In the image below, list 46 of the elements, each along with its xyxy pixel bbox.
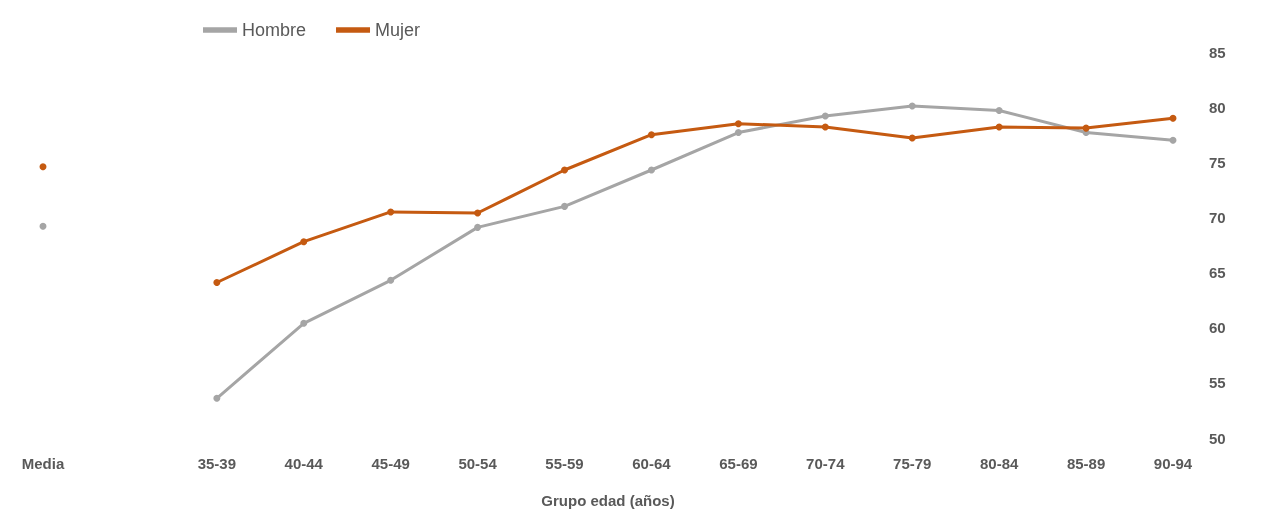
- x-tick-label: 65-69: [719, 455, 758, 472]
- y-tick-label: 85: [1209, 43, 1226, 61]
- x-tick-label: 80-84: [979, 455, 1019, 472]
- x-tick-label: 85-89: [1066, 455, 1106, 472]
- point: [474, 209, 482, 217]
- x-axis-title: Grupo edad (años): [541, 492, 675, 509]
- x-tick-label: 35-39: [197, 455, 237, 472]
- x-tick-label: 90-94: [1153, 455, 1193, 472]
- point: [300, 319, 308, 327]
- x-tick-label: 60-64: [632, 455, 672, 472]
- legend-label: Hombre: [242, 20, 307, 40]
- point: [821, 112, 829, 120]
- point: [39, 163, 47, 171]
- point: [647, 131, 655, 139]
- y-tick-label: 60: [1209, 319, 1226, 337]
- x-tick-label: 75-79: [893, 455, 932, 472]
- x-tick-label: Media: [21, 455, 65, 472]
- x-tick-label: 45-49: [371, 455, 410, 472]
- point: [995, 106, 1003, 114]
- point: [1169, 136, 1177, 144]
- y-tick-label: 80: [1209, 98, 1226, 116]
- point: [300, 238, 308, 246]
- point: [561, 202, 569, 210]
- legend-label: Mujer: [375, 20, 421, 40]
- y-tick-label: 70: [1209, 208, 1226, 226]
- x-tick-label: 40-44: [284, 455, 324, 472]
- point: [561, 166, 569, 174]
- x-tick-label: 55-59: [545, 455, 584, 472]
- point: [387, 208, 395, 216]
- y-tick-label: 75: [1209, 153, 1226, 171]
- point: [821, 123, 829, 131]
- point: [734, 120, 742, 128]
- y-tick-label: 65: [1209, 264, 1226, 282]
- point: [387, 276, 395, 284]
- point: [647, 166, 655, 174]
- point: [213, 279, 221, 286]
- point: [734, 129, 742, 137]
- x-tick-label: 50-54: [458, 455, 498, 472]
- point: [908, 134, 916, 142]
- point: [39, 222, 47, 230]
- point: [908, 102, 916, 110]
- y-tick-label: 55: [1209, 374, 1226, 392]
- y-tick-label: 50: [1209, 429, 1226, 447]
- point: [213, 394, 221, 402]
- point: [474, 223, 482, 231]
- x-tick-label: 70-74: [806, 455, 846, 472]
